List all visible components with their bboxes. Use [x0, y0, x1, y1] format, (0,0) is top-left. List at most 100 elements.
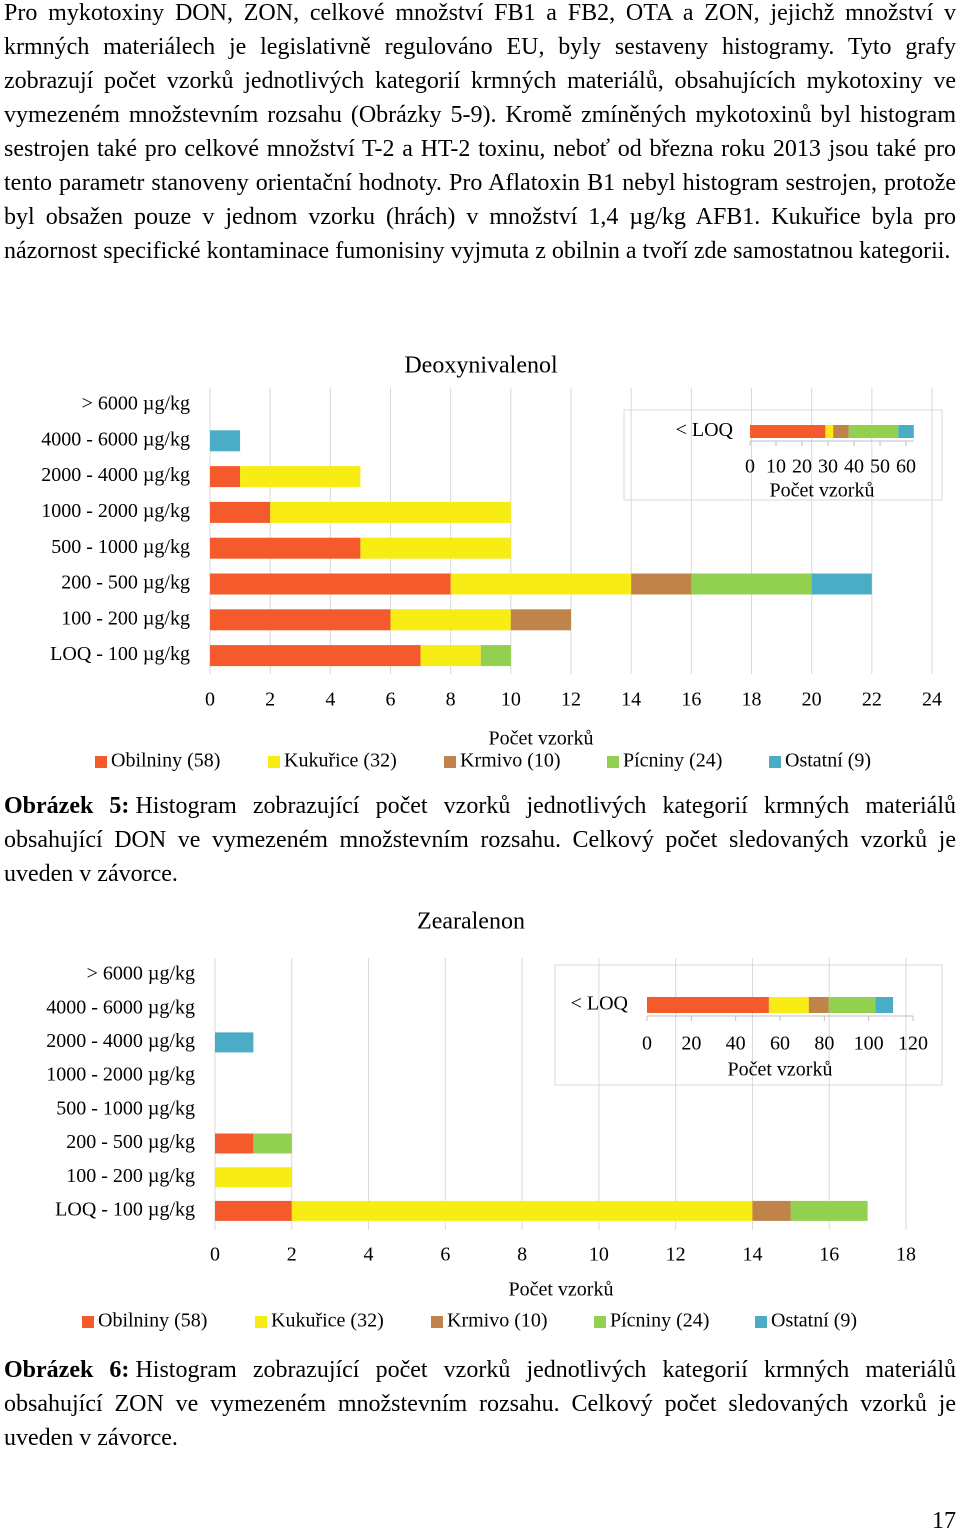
legend-label: Pícniny (24)	[623, 750, 722, 772]
x-tick-label: 2	[265, 689, 275, 711]
x-tick-label: 120	[898, 1033, 928, 1055]
y-tick-label: 500 - 1000 µg/kg	[56, 1097, 195, 1119]
x-tick-label: 16	[681, 689, 701, 711]
caption: Obrázek 6: Histogram zobrazující počet vz…	[4, 1353, 956, 1455]
legend-label: Ostatní (9)	[785, 750, 871, 772]
bar	[210, 501, 271, 523]
y-tick-label: > 6000 µg/kg	[87, 963, 195, 985]
bar	[510, 609, 571, 631]
bar	[210, 430, 241, 452]
bar	[210, 573, 451, 595]
bar	[808, 997, 829, 1013]
legend-swatch	[755, 1316, 767, 1328]
page-number: 17	[932, 1508, 956, 1534]
bar	[215, 1133, 254, 1154]
legend-label: Obilniny (58)	[111, 750, 220, 772]
legend-swatch	[268, 756, 280, 768]
caption-text: Histogram zobrazující počet vzorků jedno…	[4, 793, 956, 887]
x-tick-label: 4	[325, 689, 335, 711]
bar	[420, 645, 481, 667]
y-tick-label: > 6000 µg/kg	[82, 393, 190, 415]
x-axis-title: Počet vzorků	[770, 480, 875, 502]
paragraph: Pro mykotoxiny DON, ZON, celkové množstv…	[4, 0, 956, 264]
x-tick-label: 10	[501, 689, 521, 711]
x-tick-label: 20	[681, 1033, 701, 1055]
bar	[210, 537, 361, 559]
x-tick-label: 0	[642, 1033, 652, 1055]
bar	[750, 425, 826, 438]
bar	[253, 1133, 292, 1154]
x-tick-label: 8	[446, 689, 456, 711]
x-tick-label: 80	[814, 1033, 834, 1055]
legend-swatch	[594, 1316, 606, 1328]
bar	[480, 645, 511, 667]
x-tick-label: 10	[766, 456, 786, 478]
x-tick-label: 18	[896, 1244, 916, 1266]
x-tick-label: 100	[854, 1033, 884, 1055]
x-tick-label: 20	[792, 456, 812, 478]
x-tick-label: 60	[896, 456, 916, 478]
bar	[390, 609, 511, 631]
inset-frame	[554, 964, 943, 1086]
y-tick-label: 4000 - 6000 µg/kg	[41, 428, 190, 450]
legend-label: Pícniny (24)	[610, 1310, 709, 1332]
y-tick-label: LOQ - 100 µg/kg	[55, 1198, 195, 1220]
legend-label: Kukuřice (32)	[271, 1310, 384, 1332]
bar	[768, 997, 809, 1013]
x-tick-label: 0	[205, 689, 215, 711]
legend-swatch	[82, 1316, 94, 1328]
caption-label: Obrázek 6:	[4, 1357, 130, 1383]
y-tick-label: 100 - 200 µg/kg	[61, 607, 190, 629]
caption-label: Obrázek 5:	[4, 793, 130, 819]
y-tick-label: 4000 - 6000 µg/kg	[46, 996, 195, 1018]
caption: Obrázek 5: Histogram zobrazující počet vz…	[4, 789, 956, 891]
legend-label: Krmivo (10)	[447, 1310, 548, 1332]
x-tick-label: 50	[870, 456, 890, 478]
chart-title: Deoxynivalenol	[404, 353, 558, 379]
x-tick-label: 2	[287, 1244, 297, 1266]
x-tick-label: 30	[818, 456, 838, 478]
x-tick-label: 6	[440, 1244, 450, 1266]
x-tick-label: 14	[621, 689, 641, 711]
bar	[215, 1200, 292, 1221]
bar	[215, 1167, 292, 1188]
legend-swatch	[607, 756, 619, 768]
x-axis-title: Počet vzorků	[509, 1279, 614, 1301]
legend-swatch	[444, 756, 456, 768]
bar	[752, 1200, 791, 1221]
x-tick-label: 20	[802, 689, 822, 711]
bar	[848, 425, 899, 438]
legend-label: Obilniny (58)	[98, 1310, 207, 1332]
bar	[210, 466, 241, 488]
bar	[210, 609, 391, 631]
legend-label: Kukuřice (32)	[284, 750, 397, 772]
bar	[291, 1200, 753, 1221]
x-tick-label: 16	[819, 1244, 839, 1266]
x-tick-label: 40	[844, 456, 864, 478]
y-tick-label: < LOQ	[571, 993, 629, 1015]
y-tick-label: 1000 - 2000 µg/kg	[46, 1064, 195, 1086]
bar	[240, 466, 361, 488]
legend-label: Krmivo (10)	[460, 750, 561, 772]
y-tick-label: < LOQ	[676, 419, 734, 441]
legend-swatch	[769, 756, 781, 768]
y-tick-label: LOQ - 100 µg/kg	[50, 643, 190, 665]
bar	[811, 573, 872, 595]
x-axis-title: Počet vzorků	[728, 1059, 833, 1081]
bar	[898, 425, 914, 438]
y-tick-label: 100 - 200 µg/kg	[66, 1165, 195, 1187]
legend-swatch	[431, 1316, 443, 1328]
y-tick-label: 2000 - 4000 µg/kg	[46, 1030, 195, 1052]
bar	[833, 425, 849, 438]
bar	[210, 645, 421, 667]
caption-text: Histogram zobrazující počet vzorků jedno…	[4, 1357, 956, 1451]
x-tick-label: 24	[922, 689, 942, 711]
y-tick-label: 2000 - 4000 µg/kg	[41, 464, 190, 486]
bar	[825, 425, 834, 438]
chart-title: Zearalenon	[417, 909, 525, 935]
y-tick-label: 200 - 500 µg/kg	[61, 572, 190, 594]
legend-swatch	[255, 1316, 267, 1328]
x-tick-label: 12	[666, 1244, 686, 1266]
